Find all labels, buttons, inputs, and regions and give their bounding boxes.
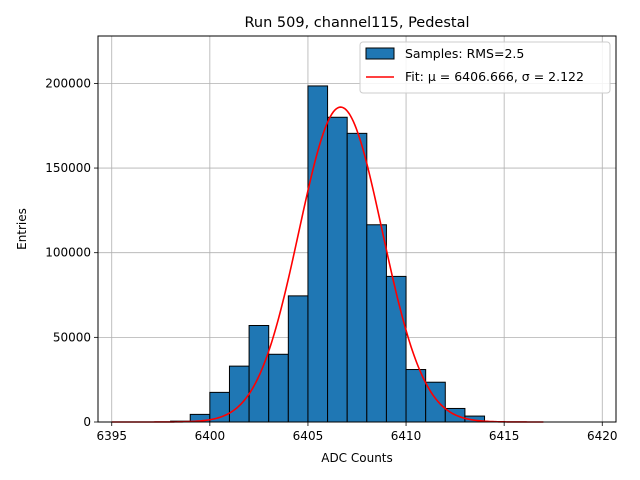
histogram-bar [287, 295, 309, 423]
histogram-bar [268, 353, 289, 423]
y-tick-label: 200000 [45, 76, 91, 90]
legend-fit-label: Fit: μ = 6406.666, σ = 2.122 [405, 69, 584, 84]
x-tick-label: 6415 [489, 429, 520, 443]
y-tick-label: 50000 [53, 330, 91, 344]
y-tick-label: 0 [83, 415, 91, 429]
legend-histogram-label: Samples: RMS=2.5 [405, 46, 524, 61]
histogram-bar [307, 85, 329, 423]
histogram-bar [228, 365, 250, 423]
legend: Samples: RMS=2.5 Fit: μ = 6406.666, σ = … [359, 41, 611, 94]
histogram-bar [366, 224, 387, 423]
legend-histogram-swatch [365, 47, 395, 60]
x-axis: 6395 6400 6405 6410 6415 6420 [96, 422, 618, 443]
x-tick-label: 6420 [587, 429, 618, 443]
y-tick-label: 150000 [45, 161, 91, 175]
x-tick-label: 6410 [391, 429, 422, 443]
plot-frame [97, 35, 617, 423]
chart-title: Run 509, channel115, Pedestal [244, 15, 469, 31]
x-axis-label: ADC Counts [321, 451, 393, 465]
legend-box [359, 41, 611, 94]
bars-layer [170, 85, 486, 423]
histogram-bar [385, 275, 407, 423]
y-axis-label: Entries [15, 208, 29, 250]
x-tick-label: 6405 [293, 429, 324, 443]
histogram-bar [327, 116, 348, 423]
x-tick-label: 6395 [96, 429, 127, 443]
y-tick-label: 100000 [45, 246, 91, 260]
histogram-bar [346, 132, 368, 423]
histogram-bar [248, 325, 270, 423]
y-axis: 0 50000 100000 150000 200000 [45, 76, 98, 429]
x-tick-label: 6400 [195, 429, 226, 443]
